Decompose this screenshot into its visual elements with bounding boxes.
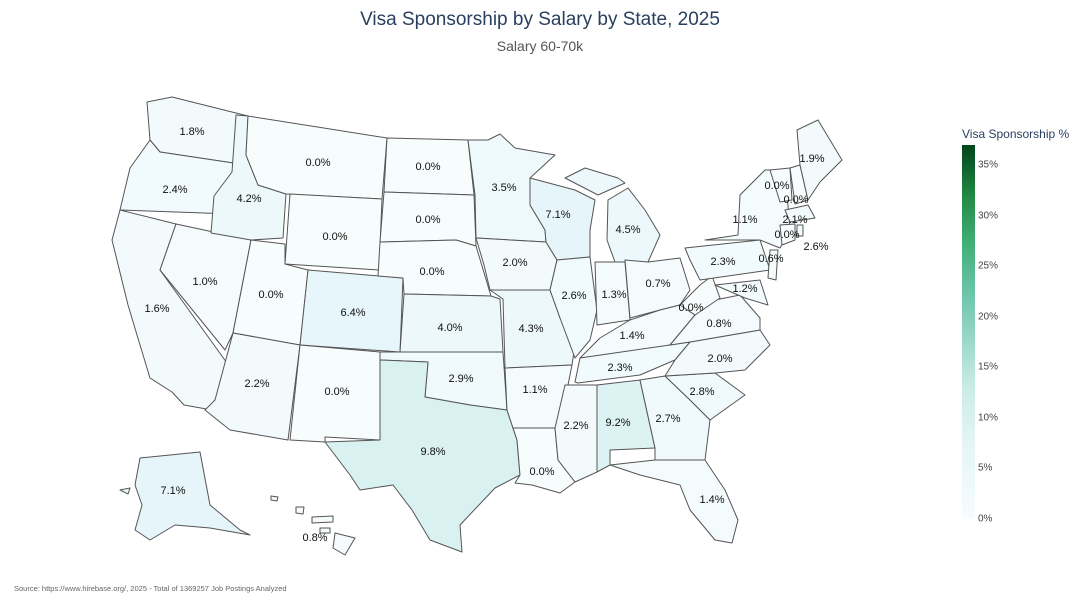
state-label-nv: 1.0% — [192, 276, 217, 288]
state-md[interactable] — [714, 279, 769, 306]
state-label-nj: 0.6% — [758, 253, 783, 265]
state-label-pa: 2.3% — [710, 256, 735, 268]
colorbar-tick: 0% — [978, 513, 993, 525]
colorbar — [962, 145, 975, 519]
state-nc[interactable] — [664, 329, 771, 377]
state-hi[interactable] — [319, 527, 331, 534]
state-label-or: 2.4% — [162, 184, 187, 196]
colorbar-tick: 20% — [978, 311, 999, 323]
state-me[interactable] — [796, 119, 843, 201]
map-title: Visa Sponsorship by Salary by State, 202… — [360, 9, 720, 30]
state-wv[interactable] — [679, 275, 721, 316]
state-label-la: 0.0% — [529, 466, 554, 478]
state-label-fl: 1.4% — [699, 494, 724, 506]
state-ri[interactable] — [796, 224, 804, 237]
state-label-md: 1.2% — [732, 283, 757, 295]
state-label-id: 4.2% — [236, 193, 261, 205]
state-label-al: 9.2% — [605, 417, 630, 429]
state-ct[interactable] — [779, 223, 796, 246]
state-ks[interactable] — [399, 293, 504, 353]
state-label-ok: 2.9% — [448, 373, 473, 385]
colorbar-tick: 15% — [978, 361, 999, 373]
state-hi[interactable] — [270, 495, 279, 502]
colorbar-tick: 10% — [978, 412, 999, 424]
state-label-me: 1.9% — [799, 153, 824, 165]
state-mi[interactable] — [606, 187, 661, 263]
state-label-ia: 2.0% — [502, 257, 527, 269]
state-label-wy: 0.0% — [322, 231, 347, 243]
state-label-ks: 4.0% — [437, 322, 462, 334]
state-tx[interactable] — [324, 359, 521, 553]
state-label-nh: 0.0% — [783, 194, 808, 206]
state-ak[interactable] — [134, 451, 251, 541]
state-label-ca: 1.6% — [144, 303, 169, 315]
colorbar-tick: 25% — [978, 260, 999, 272]
state-oh[interactable] — [624, 257, 691, 319]
state-label-nc: 2.0% — [707, 353, 732, 365]
state-label-mo: 4.3% — [518, 323, 543, 335]
map-subtitle: Salary 60-70k — [496, 38, 584, 54]
state-label-sc: 2.8% — [689, 386, 714, 398]
state-label-ny: 1.1% — [732, 214, 757, 226]
state-label-mn: 3.5% — [491, 182, 516, 194]
state-label-in: 1.3% — [601, 289, 626, 301]
state-label-sd: 0.0% — [415, 214, 440, 226]
state-label-vt: 0.0% — [764, 180, 789, 192]
state-label-ri: 2.6% — [803, 241, 828, 253]
state-label-ky: 1.4% — [619, 330, 644, 342]
state-label-wa: 1.8% — [179, 126, 204, 138]
state-hi[interactable] — [311, 515, 334, 524]
state-label-ak: 7.1% — [160, 485, 185, 497]
state-label-nd: 0.0% — [415, 161, 440, 173]
state-label-ne: 0.0% — [419, 266, 444, 278]
state-mi[interactable] — [564, 167, 626, 196]
state-label-co: 6.4% — [340, 307, 365, 319]
state-hi[interactable] — [295, 506, 305, 515]
state-il[interactable] — [549, 256, 598, 359]
state-label-tx: 9.8% — [420, 446, 445, 458]
colorbar-tick: 5% — [978, 462, 993, 474]
state-hi[interactable] — [332, 532, 356, 556]
state-label-mt: 0.0% — [305, 157, 330, 169]
source-note: Source: https://www.hirebase.org/, 2025 … — [14, 584, 287, 593]
state-label-tn: 2.3% — [607, 362, 632, 374]
state-label-hi: 0.8% — [302, 532, 327, 544]
state-label-oh: 0.7% — [645, 278, 670, 290]
state-label-va: 0.8% — [706, 318, 731, 330]
state-fl[interactable] — [609, 459, 739, 544]
state-label-il: 2.6% — [561, 290, 586, 302]
state-label-ct: 0.0% — [774, 229, 799, 241]
state-label-nm: 0.0% — [324, 386, 349, 398]
state-ma[interactable] — [784, 204, 816, 223]
state-label-ms: 2.2% — [563, 420, 588, 432]
state-nj[interactable] — [767, 249, 779, 281]
state-label-wi: 7.1% — [545, 209, 570, 221]
state-pa[interactable] — [684, 239, 771, 281]
state-label-ar: 1.1% — [522, 384, 547, 396]
state-label-mi: 4.5% — [615, 224, 640, 236]
state-label-ga: 2.7% — [655, 413, 680, 425]
state-label-wv: 0.0% — [678, 302, 703, 314]
colorbar-tick: 35% — [978, 159, 999, 171]
state-label-ma: 2.1% — [782, 214, 807, 226]
state-ak[interactable] — [119, 487, 131, 495]
state-label-az: 2.2% — [244, 378, 269, 390]
state-vt[interactable] — [769, 167, 793, 203]
legend-title: Visa Sponsorship % — [962, 127, 1070, 141]
colorbar-tick: 30% — [978, 210, 999, 222]
state-label-ut: 0.0% — [258, 289, 283, 301]
